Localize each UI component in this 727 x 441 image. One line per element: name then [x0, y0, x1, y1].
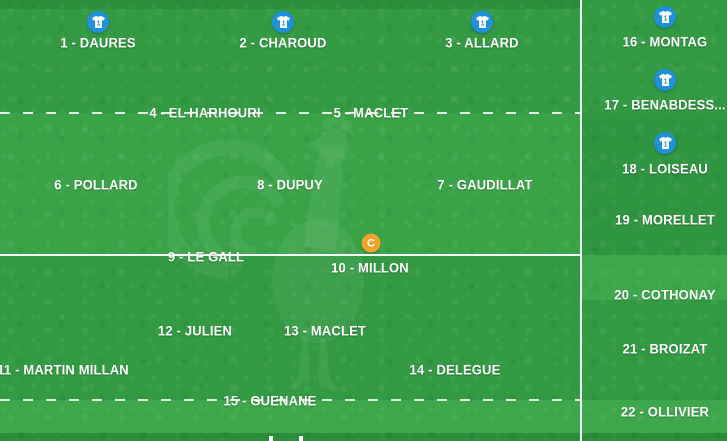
player-label[interactable]: 8 - DUPUY — [257, 177, 323, 193]
front-row-jersey-icon[interactable]: 1 — [471, 11, 493, 33]
player-label[interactable]: 5 - MACLET — [333, 105, 409, 121]
jersey-number: 1 — [663, 15, 667, 22]
front-row-jersey-icon[interactable]: 1 — [272, 11, 294, 33]
jersey-glyph: 1 — [658, 74, 672, 86]
front-row-jersey-icon[interactable]: 1 — [87, 11, 109, 33]
jersey-number: 1 — [96, 20, 100, 27]
player-label[interactable]: 9 - LE GALL — [167, 249, 245, 265]
rooster-watermark-icon — [168, 114, 364, 392]
front-row-jersey-icon[interactable]: 1 — [654, 132, 676, 154]
player-label[interactable]: 7 - GAUDILLAT — [437, 177, 533, 193]
player-label[interactable]: 21 - BROIZAT — [622, 341, 708, 357]
bottom-cutoff-mark — [299, 436, 303, 441]
player-label[interactable]: 10 - MILLON — [331, 260, 409, 276]
front-row-jersey-icon[interactable]: 1 — [654, 6, 676, 28]
player-label[interactable]: 18 - LOISEAU — [622, 161, 708, 177]
player-label[interactable]: 3 - ALLARD — [445, 35, 519, 51]
bench-sidebar: 1 16 - MONTAG 1 17 - BENABDESS... 1 18 - LOIS… — [582, 0, 727, 441]
pitch-touchline — [580, 0, 582, 441]
player-label[interactable]: 16 - MONTAG — [622, 34, 708, 50]
jersey-number: 1 — [663, 78, 667, 85]
jersey-glyph: 1 — [91, 16, 105, 28]
player-label[interactable]: 14 - DELEGUE — [409, 362, 501, 378]
jersey-number: 1 — [663, 141, 667, 148]
pitch-dashed-line-top — [0, 112, 581, 114]
player-label[interactable]: 4 - EL HARHOURI — [149, 105, 261, 121]
player-label[interactable]: 1 - DAURES — [60, 35, 136, 51]
front-row-jersey-icon[interactable]: 1 — [654, 69, 676, 91]
player-label[interactable]: 20 - COTHONAY — [614, 287, 716, 303]
pitch-dashed-line-bottom — [0, 399, 581, 401]
jersey-glyph: 1 — [658, 11, 672, 23]
player-label[interactable]: 22 - OLLIVIER — [620, 404, 710, 420]
player-label[interactable]: 12 - JULIEN — [157, 323, 233, 339]
jersey-number: 1 — [281, 20, 285, 27]
player-label[interactable]: 17 - BENABDESS... — [604, 97, 726, 113]
captain-badge[interactable]: C — [361, 233, 381, 253]
jersey-glyph: 1 — [475, 16, 489, 28]
player-label[interactable]: 2 - CHAROUD — [239, 35, 327, 51]
jersey-glyph: 1 — [276, 16, 290, 28]
jersey-number: 1 — [480, 20, 484, 27]
player-label[interactable]: 15 - GUENANE — [223, 393, 317, 409]
player-label[interactable]: 11 - MARTIN MILLAN — [0, 362, 129, 378]
player-label[interactable]: 13 - MACLET — [283, 323, 367, 339]
jersey-glyph: 1 — [658, 137, 672, 149]
pitch-halfway-line — [0, 254, 581, 256]
player-label[interactable]: 6 - POLLARD — [54, 177, 138, 193]
starting-xv-pitch: 1 1 - DAURES 1 2 - CHAROUD 1 3 - ALLARD 4 - EL… — [0, 0, 581, 441]
bottom-cutoff-mark — [269, 436, 273, 441]
player-label[interactable]: 19 - MORELLET — [615, 212, 715, 228]
